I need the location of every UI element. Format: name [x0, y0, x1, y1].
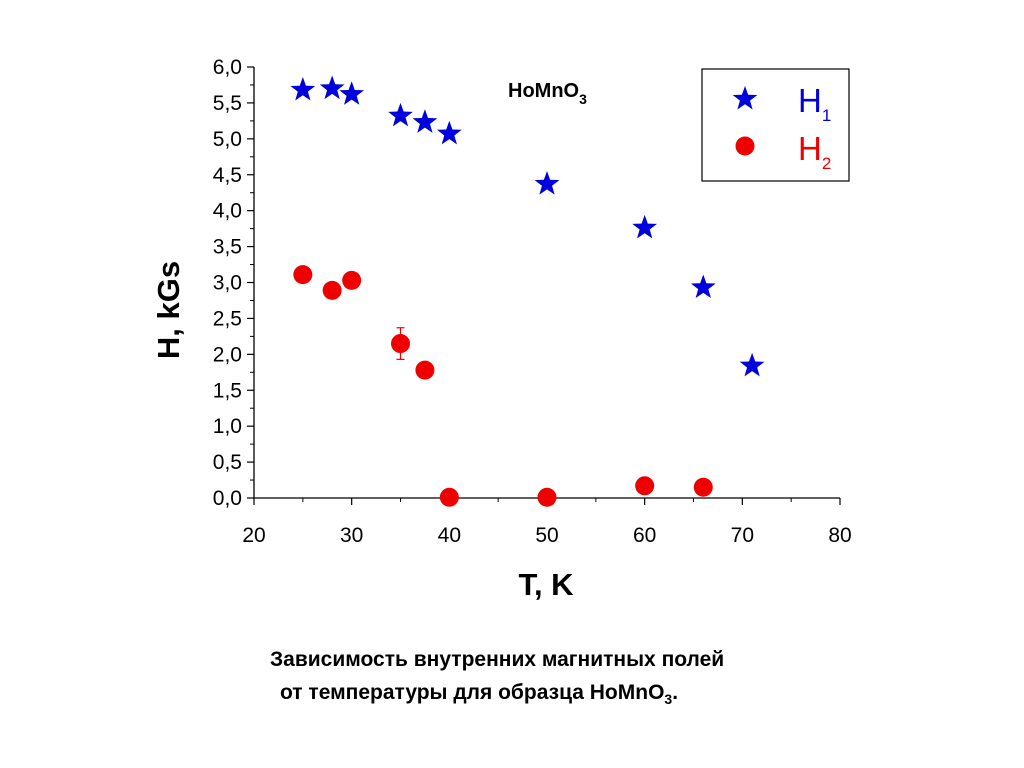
data-point-h1-star [319, 75, 345, 100]
legend-star-marker [732, 86, 758, 110]
y-tick-label: 6,0 [213, 56, 242, 79]
x-tick-label: 60 [633, 524, 656, 547]
x-tick-label: 80 [828, 524, 851, 547]
y-tick-label: 1,5 [213, 379, 242, 402]
data-point-h1-star [339, 81, 365, 105]
y-tick-label: 3,0 [213, 272, 242, 295]
y-tick-label: 2,0 [213, 343, 242, 366]
x-tick-label: 20 [242, 524, 265, 547]
x-tick-label: 50 [535, 524, 558, 547]
data-point-h2-circle [415, 360, 435, 380]
data-point-h1-star [388, 102, 413, 127]
caption-line-2-subscript: 3 [664, 691, 673, 708]
y-tick-label: 5,0 [213, 128, 242, 151]
data-point-h1-star [632, 214, 658, 239]
x-axis-title: T, K [518, 567, 574, 602]
caption-line-1: Зависимость внутренних магнитных полей [270, 648, 725, 671]
data-point-h1-star [690, 274, 716, 299]
legend-label-h2: H2 [798, 130, 831, 173]
caption-line-2-end: . [672, 681, 679, 704]
legend: H1 H2 [701, 68, 850, 182]
y-tick-label: 0,5 [213, 451, 242, 474]
legend-marker-h2 [735, 136, 755, 156]
data-point-h2-circle [693, 477, 713, 497]
y-axis-title: H, kGs [151, 261, 186, 359]
data-point-h1-star [534, 171, 560, 195]
y-tick-label: 4,5 [213, 164, 242, 187]
data-point-h1-star [412, 109, 438, 133]
caption-line-2: от температуры для образца HoMnO3. [270, 676, 870, 716]
data-point-h1-star [290, 76, 316, 101]
data-point-h2-circle [635, 476, 655, 496]
x-tick-label: 40 [438, 524, 461, 547]
data-point-h2-circle [391, 334, 410, 354]
data-point-h1-star [436, 120, 462, 145]
x-tick-label: 70 [731, 524, 754, 547]
chart-title: HoMnO3 [508, 80, 587, 107]
data-point-h2-circle [439, 487, 459, 507]
y-tick-label: 3,5 [213, 236, 242, 259]
legend-box [701, 68, 850, 182]
legend-marker-h1 [732, 86, 758, 110]
y-tick-label: 2,5 [213, 307, 242, 330]
data-points [290, 75, 765, 507]
data-point-h2-circle [342, 270, 362, 290]
y-tick-label: 1,0 [213, 415, 242, 438]
data-point-h2-circle [293, 265, 313, 285]
caption-line-2-text: от температуры для образца HoMnO [280, 681, 665, 704]
y-tick-label: 5,5 [213, 92, 242, 115]
data-point-h1-star [739, 352, 765, 377]
x-axis-ticks: 20 30 40 50 60 70 80 [242, 498, 852, 547]
x-tick-label: 30 [340, 524, 363, 547]
data-point-h2-circle [322, 280, 342, 300]
figure-caption: Зависимость внутренних магнитных полей о… [270, 643, 870, 716]
legend-circle-marker [735, 136, 755, 156]
y-tick-label: 4,0 [213, 200, 242, 223]
legend-label-h1: H1 [798, 82, 831, 125]
scatter-chart: 20 30 40 50 60 70 80 0,0 0,5 1,0 1,5 2,0 2,5 3,0 3,5 4… [151, 56, 852, 602]
y-axis-ticks: 0,0 0,5 1,0 1,5 2,0 2,5 3,0 3,5 4,0 4,5 5,0 5,5 6,0 [213, 56, 254, 510]
y-tick-label: 0,0 [213, 487, 242, 510]
data-point-h2-circle [537, 487, 557, 507]
